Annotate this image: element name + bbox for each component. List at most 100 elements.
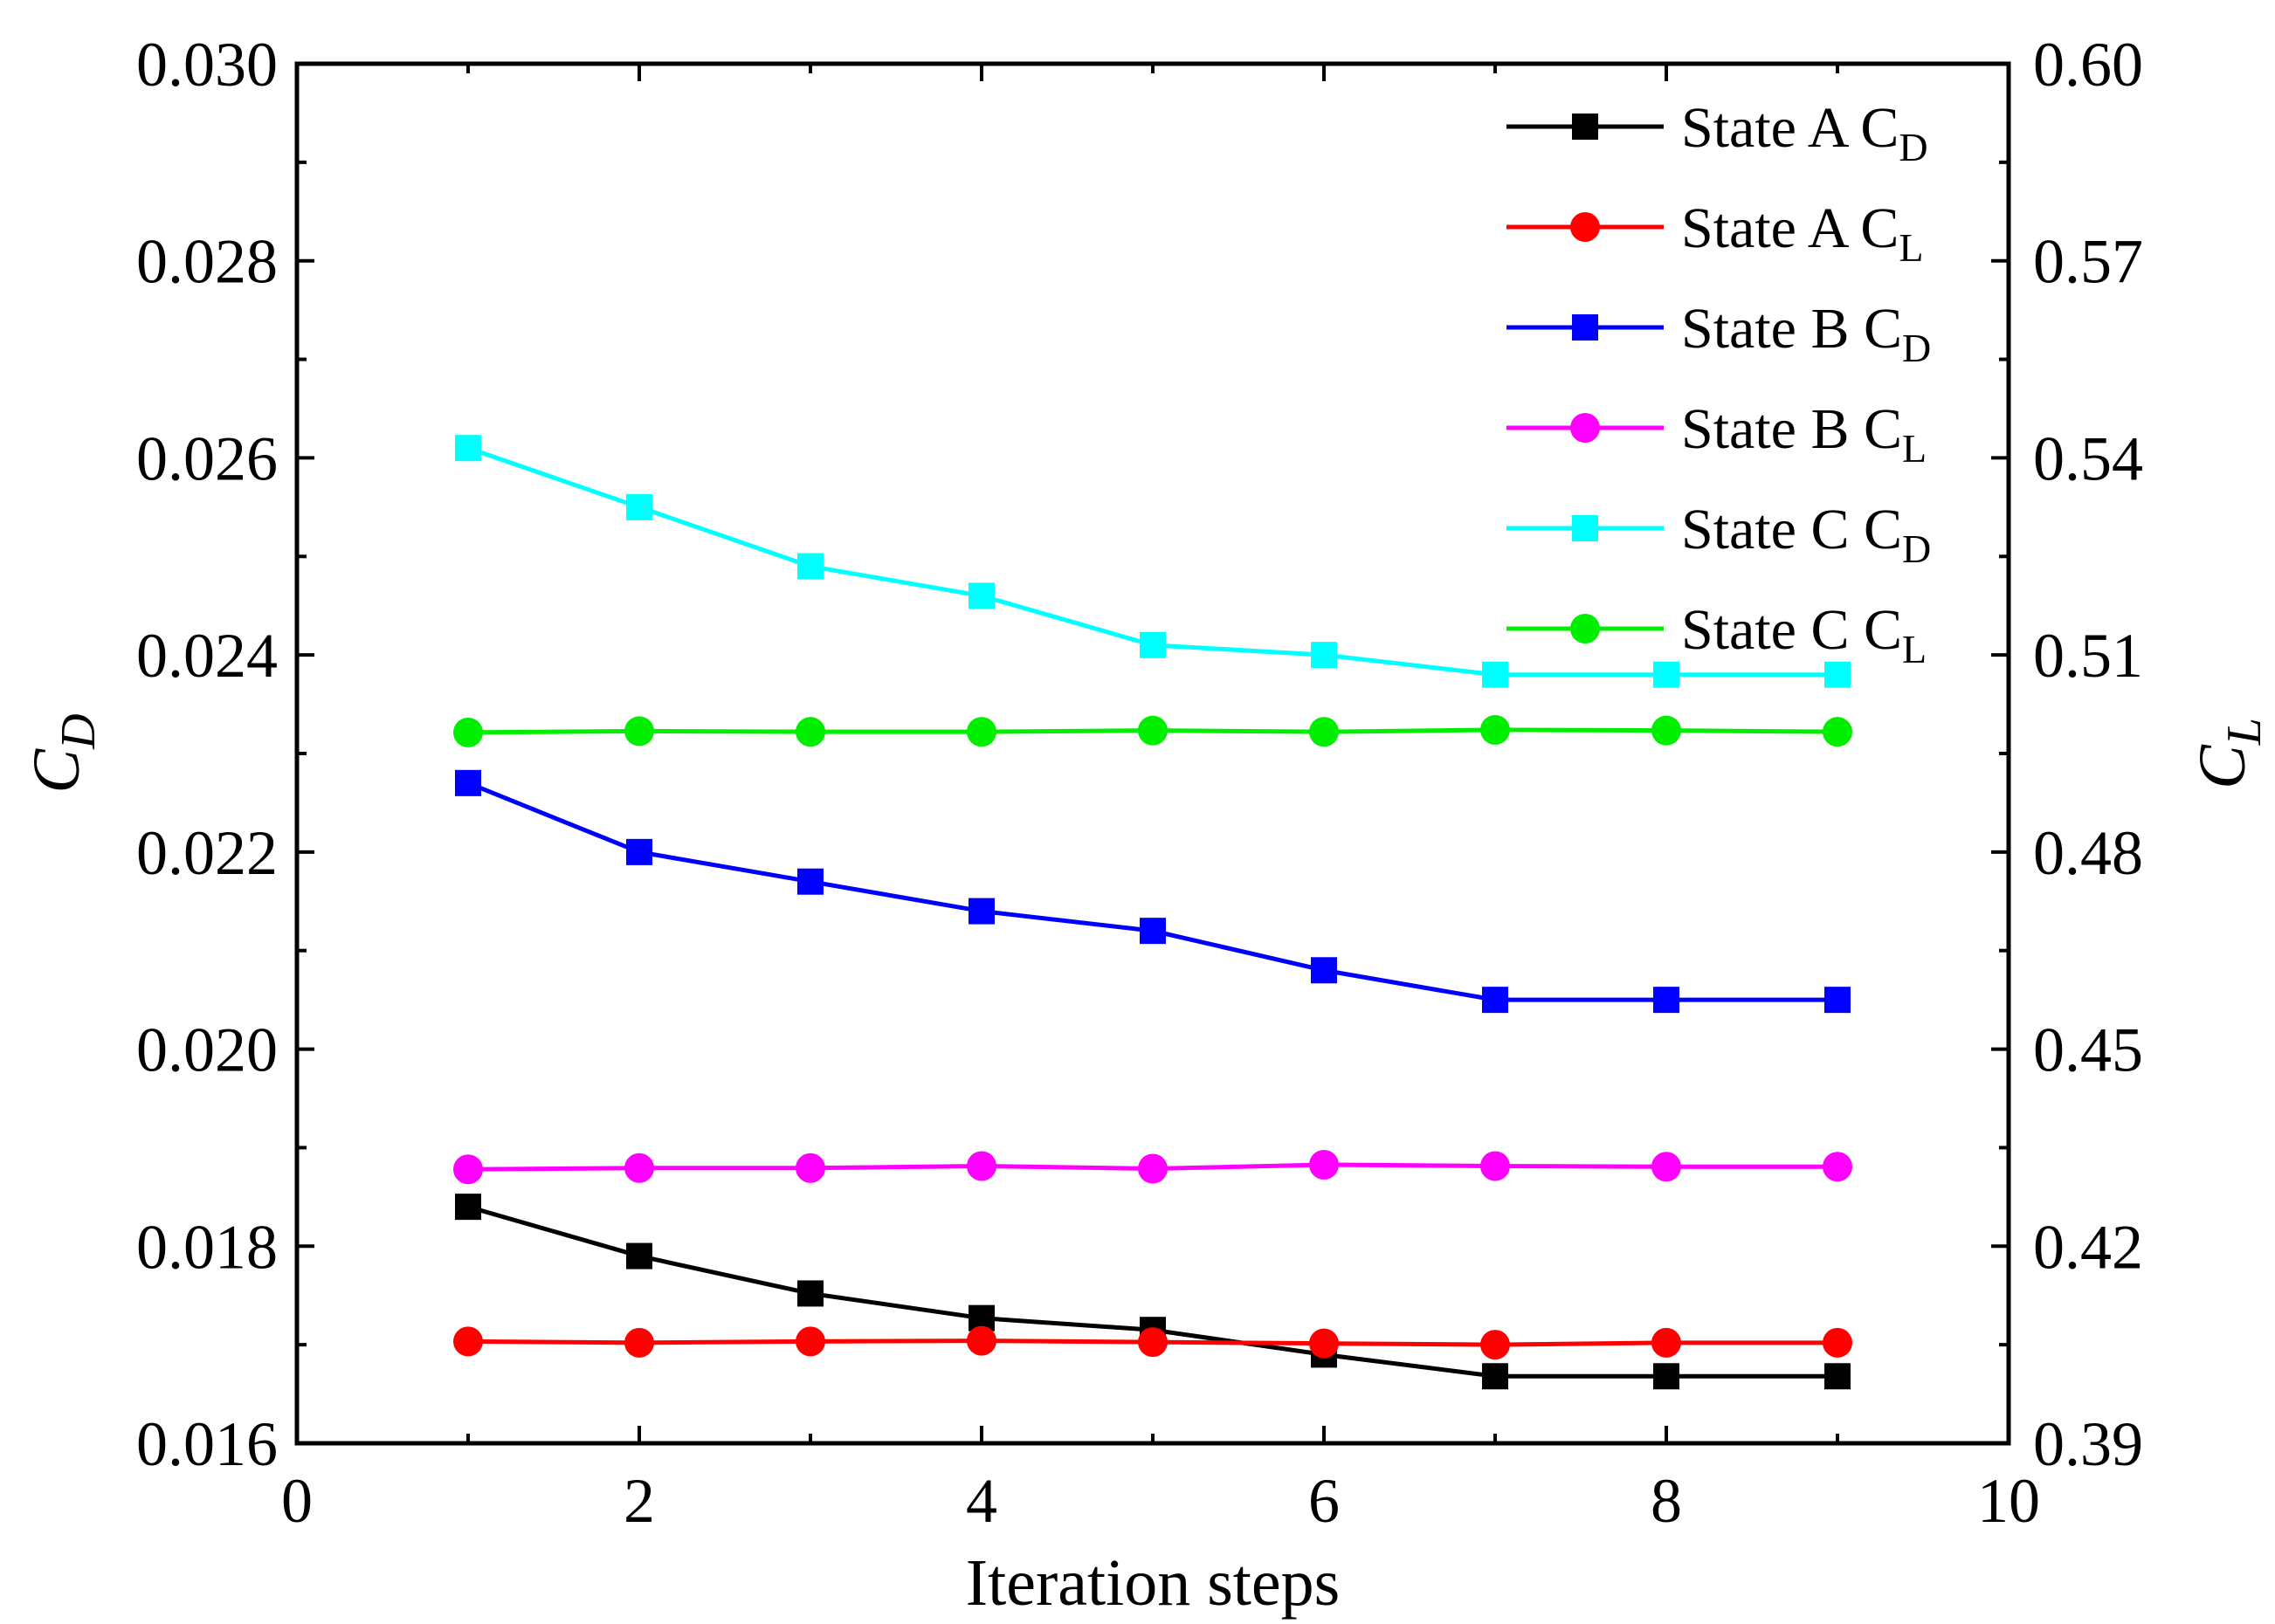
y-left-tick-label: 0.026 bbox=[136, 423, 278, 493]
data-point bbox=[626, 493, 652, 520]
legend-label: State C CD bbox=[1681, 498, 1931, 571]
x-tick-label: 10 bbox=[1977, 1466, 2040, 1536]
x-tick-label: 0 bbox=[281, 1466, 313, 1536]
data-point bbox=[1482, 987, 1508, 1014]
y-axis-title-main: C bbox=[2186, 744, 2259, 789]
legend-item: State B CL bbox=[1506, 397, 1927, 471]
legend-label: State B CL bbox=[1681, 397, 1927, 471]
legend-label-sub: L bbox=[1902, 426, 1927, 471]
legend-item: State C CL bbox=[1506, 598, 1927, 671]
data-point bbox=[797, 868, 824, 895]
svg-text:CD: CD bbox=[20, 713, 106, 793]
series-state-c-c-l bbox=[453, 714, 1852, 747]
data-point bbox=[624, 1327, 654, 1358]
legend-marker bbox=[1572, 515, 1598, 541]
data-point bbox=[1653, 1363, 1679, 1390]
data-point bbox=[1482, 1363, 1508, 1390]
data-point bbox=[1651, 1152, 1681, 1182]
data-point bbox=[1138, 715, 1168, 746]
legend-label-sub: D bbox=[1902, 326, 1931, 370]
legend-label-main: State B C bbox=[1681, 297, 1902, 361]
data-point bbox=[1309, 717, 1339, 747]
legend-marker bbox=[1570, 413, 1600, 443]
data-point bbox=[1824, 987, 1851, 1014]
series-state-b-c-d bbox=[455, 769, 1851, 1014]
y-axis-title-sub: D bbox=[52, 713, 106, 749]
data-point bbox=[626, 838, 652, 865]
data-point bbox=[626, 1242, 652, 1270]
data-point bbox=[1653, 987, 1679, 1014]
data-point bbox=[1480, 1151, 1510, 1181]
series-state-b-c-l bbox=[453, 1149, 1852, 1185]
legend-label: State A CL bbox=[1681, 196, 1923, 270]
svg-text:CL: CL bbox=[2186, 718, 2272, 789]
data-point bbox=[455, 769, 481, 796]
legend-label-main: State A C bbox=[1681, 96, 1899, 160]
data-point bbox=[1824, 1363, 1851, 1390]
data-point bbox=[1482, 661, 1508, 688]
legend-label-sub: D bbox=[1902, 526, 1931, 571]
data-point bbox=[967, 1325, 996, 1356]
data-point bbox=[1824, 661, 1851, 688]
y-axis-title-left: CD bbox=[20, 713, 106, 793]
legend-item: State B CD bbox=[1506, 297, 1931, 370]
y-axis-title-sub: L bbox=[2217, 718, 2272, 746]
legend-marker bbox=[1570, 212, 1600, 242]
data-point bbox=[1651, 1327, 1681, 1358]
y-left-tick-label: 0.028 bbox=[136, 227, 278, 297]
legend-label-main: State C C bbox=[1681, 498, 1902, 561]
legend-label: State A CD bbox=[1681, 96, 1928, 169]
data-point bbox=[453, 717, 483, 747]
legend-item: State C CD bbox=[1506, 498, 1931, 571]
data-point bbox=[624, 716, 654, 747]
data-point bbox=[967, 1151, 996, 1181]
legend-marker bbox=[1570, 614, 1600, 643]
data-point bbox=[967, 717, 996, 747]
data-point bbox=[1138, 1153, 1168, 1184]
y-right-tick-label: 0.45 bbox=[2033, 1015, 2143, 1085]
y-left-tick-label: 0.030 bbox=[136, 30, 278, 100]
y-right-tick-label: 0.57 bbox=[2033, 227, 2143, 297]
data-point bbox=[797, 1280, 824, 1307]
y-left-tick-label: 0.024 bbox=[136, 621, 278, 691]
legend-item: State A CL bbox=[1506, 196, 1923, 270]
y-right-tick-label: 0.39 bbox=[2033, 1409, 2143, 1479]
data-point bbox=[453, 1326, 483, 1357]
data-point bbox=[1651, 715, 1681, 746]
series-line bbox=[467, 781, 1837, 1002]
legend-label: State B CD bbox=[1681, 297, 1931, 370]
y-right-tick-label: 0.60 bbox=[2033, 30, 2143, 100]
data-point bbox=[1138, 1327, 1168, 1358]
data-point bbox=[455, 435, 481, 462]
data-point bbox=[1309, 1328, 1339, 1359]
data-point bbox=[1140, 918, 1166, 945]
y-right-tick-label: 0.51 bbox=[2033, 621, 2143, 691]
y-left-tick-label: 0.016 bbox=[136, 1409, 278, 1479]
x-axis-title: Iteration steps bbox=[966, 1546, 1340, 1620]
y-right-tick-label: 0.54 bbox=[2033, 423, 2143, 493]
data-point bbox=[796, 1153, 825, 1183]
plot-frame bbox=[294, 61, 2011, 1446]
series-state-a-c-l bbox=[453, 1325, 1852, 1360]
legend-label-sub: L bbox=[1902, 627, 1927, 671]
y-right-tick-label: 0.42 bbox=[2033, 1212, 2143, 1282]
data-point bbox=[1480, 1330, 1510, 1360]
x-tick-label: 6 bbox=[1308, 1466, 1340, 1536]
data-point bbox=[969, 582, 995, 609]
data-point bbox=[1823, 1327, 1852, 1358]
legend-marker bbox=[1572, 114, 1598, 140]
data-point bbox=[1823, 1152, 1852, 1182]
y-left-tick-label: 0.020 bbox=[136, 1015, 278, 1085]
legend-label-main: State A C bbox=[1681, 196, 1899, 260]
data-point bbox=[796, 1326, 825, 1357]
legend-label-main: State B C bbox=[1681, 397, 1902, 461]
data-point bbox=[453, 1154, 483, 1185]
x-tick-label: 4 bbox=[966, 1466, 997, 1536]
x-tick-label: 2 bbox=[624, 1466, 655, 1536]
x-tick-label: 8 bbox=[1651, 1466, 1682, 1536]
data-point bbox=[1823, 717, 1852, 747]
legend-marker bbox=[1572, 314, 1598, 341]
data-point bbox=[624, 1153, 654, 1183]
legend-label-sub: D bbox=[1899, 125, 1927, 169]
